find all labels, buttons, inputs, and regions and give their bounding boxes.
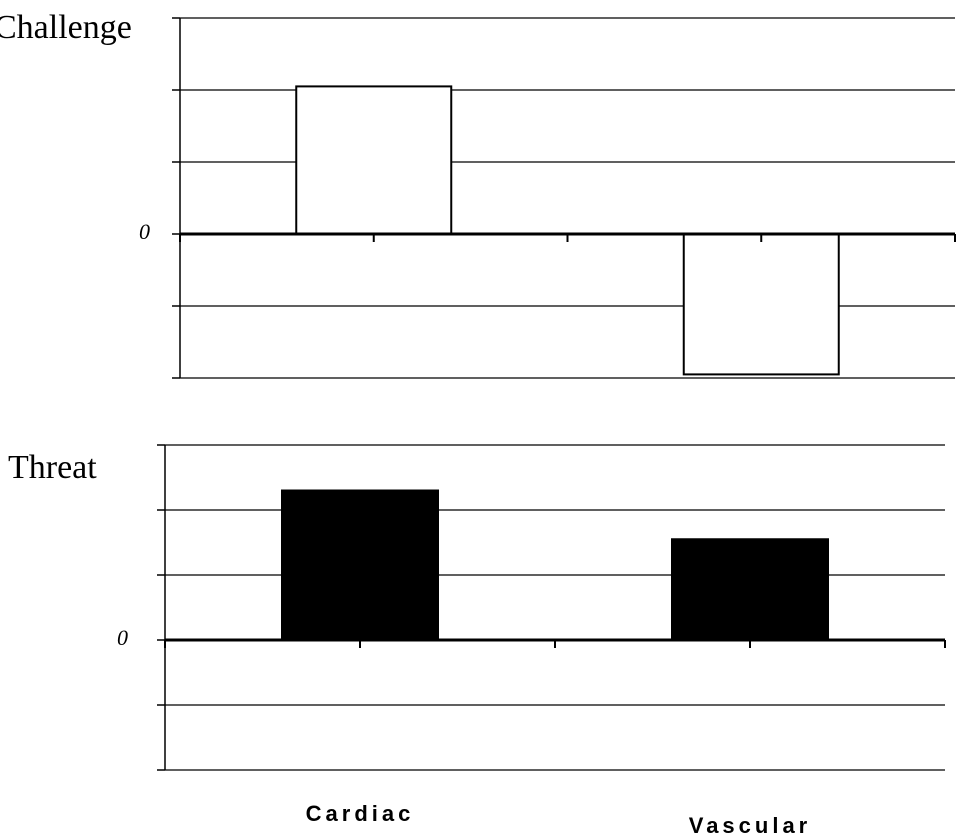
x-tick-label: Vascular xyxy=(689,813,812,838)
bar xyxy=(281,489,439,641)
bar xyxy=(682,233,840,376)
y-tick-label: 0 xyxy=(139,219,150,244)
panel-title: Threat xyxy=(8,449,97,486)
bar xyxy=(295,85,453,236)
y-tick-label: 0 xyxy=(117,625,128,650)
x-tick-label: Cardiac xyxy=(306,801,415,826)
bar xyxy=(671,538,829,641)
panel-title: Challenge xyxy=(0,9,132,46)
